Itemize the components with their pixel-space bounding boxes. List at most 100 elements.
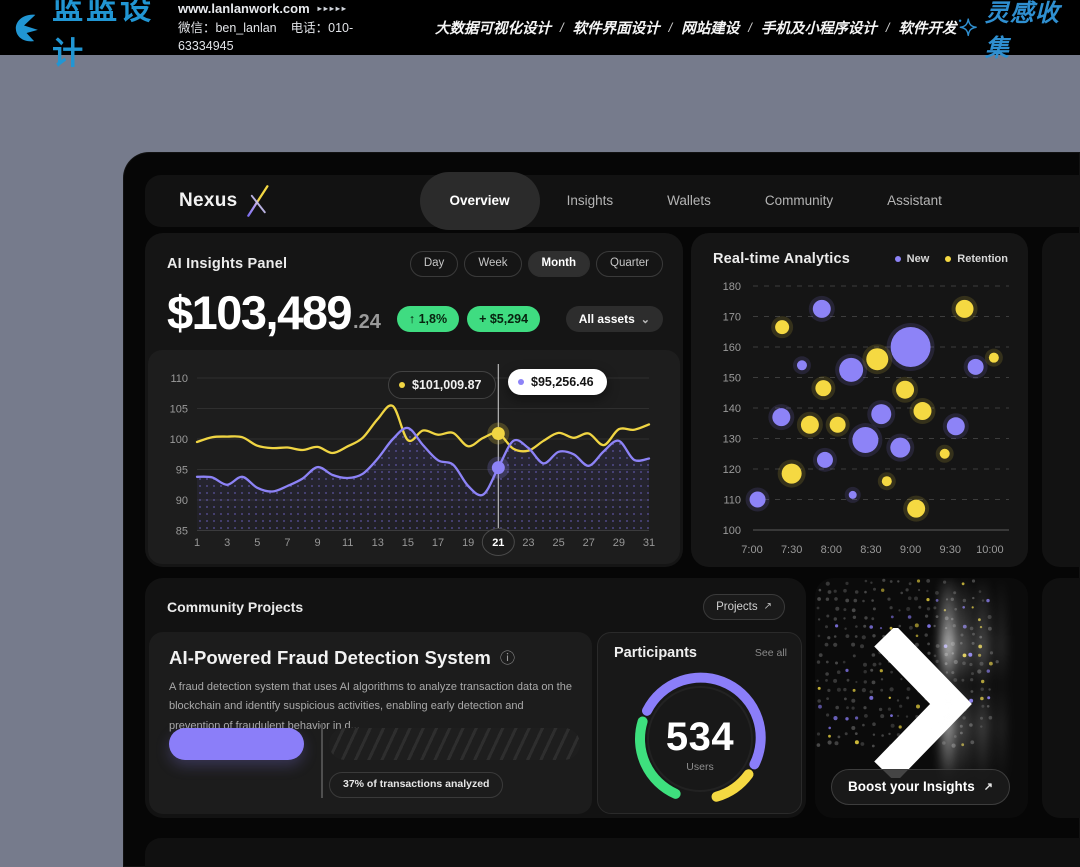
services-separator: /: [560, 20, 564, 35]
analysis-progress-bar: 37% of transactions analyzed: [169, 723, 580, 798]
chart-legend: New Retention: [894, 253, 1008, 265]
inspiration-collect[interactable]: 灵感收集: [957, 0, 1064, 63]
progress-fill: [169, 728, 304, 760]
x-axis-tick-day: 17: [432, 537, 444, 549]
lanlan-brand: 蓝蓝设计: [14, 0, 160, 73]
website-link[interactable]: www.lanlanwork.com: [177, 1, 310, 16]
clipped-panel-right-bottom: [1042, 578, 1080, 818]
period-month[interactable]: Month: [527, 251, 590, 277]
section-title: Community Projects: [167, 599, 304, 615]
panel-title: Real-time Analytics: [713, 251, 851, 267]
bubble-retention: [866, 348, 889, 371]
x-axis-tick-time: 7:30: [781, 544, 802, 556]
arrows-decoration: ▸▸▸▸▸: [317, 4, 348, 13]
participants-count: 534: [665, 715, 735, 759]
progress-divider: [321, 723, 323, 798]
service-item: 网站建设: [681, 20, 740, 37]
x-axis-tick-day: 25: [552, 537, 564, 549]
light-streak: [974, 578, 990, 783]
line-chart-container: 110 105 100 95 90 85 1 3 5 7 9 11 13 15 17 19 21 23 25 27 29…: [148, 350, 680, 564]
bubble-retention: [881, 476, 892, 487]
realtime-analytics-panel: Real-time Analytics New Retention 180 170 1…: [691, 233, 1028, 567]
change-absolute-badge: + $5,294: [467, 306, 541, 332]
participants-gauge: 534 Users: [615, 667, 785, 811]
x-axis-tick-day: 1: [194, 537, 200, 549]
community-projects-panel: Community Projects Projects ↗ AI-Powered…: [145, 578, 806, 818]
bubble-retention: [939, 448, 950, 459]
bubble-new: [816, 451, 833, 468]
balance-cents: .24: [353, 311, 381, 333]
y-axis-tick: 95: [176, 465, 188, 477]
bubble-retention: [815, 380, 832, 397]
x-axis-tick-day: 23: [522, 537, 534, 549]
wechat-id: 微信：ben_lanlan: [177, 20, 277, 35]
services-list: 大数据可视化设计 / 软件界面设计 / 网站建设 / 手机及小程序设计 / 软件开发: [435, 17, 957, 38]
boost-insights-card[interactable]: Boost your Insights ↗: [815, 578, 1028, 818]
all-assets-dropdown[interactable]: All assets ⌄: [565, 306, 663, 332]
see-all-link[interactable]: See all: [754, 647, 787, 659]
top-banner: 蓝蓝设计 www.lanlanwork.com ▸▸▸▸▸ 微信：ben_lanl…: [0, 0, 1080, 72]
tab-insights[interactable]: Insights: [566, 193, 614, 208]
bubble-retention: [781, 463, 802, 484]
fraud-detection-card: AI-Powered Fraud Detection System ⓘ A fr…: [149, 632, 592, 814]
nav-bar: Nexus Overview Insights Wallets Community As…: [145, 172, 1080, 230]
period-day[interactable]: Day: [409, 251, 459, 277]
period-quarter[interactable]: Quarter: [596, 251, 663, 277]
bubble-new: [852, 427, 879, 454]
y-axis-tick: 120: [723, 464, 741, 476]
card-title: Participants: [614, 645, 697, 661]
x-axis-tick-day: 9: [314, 537, 320, 549]
sparkle-icon: [958, 18, 977, 37]
services-separator: /: [748, 20, 752, 35]
progress-label: 37% of transactions analyzed: [329, 772, 504, 798]
y-axis-tick: 130: [723, 434, 741, 446]
contact-info: www.lanlanwork.com ▸▸▸▸▸ 微信：ben_lanlan 电话：…: [178, 0, 363, 56]
x-axis-tick-day[interactable]: 21: [492, 537, 504, 549]
service-item: 软件开发: [898, 20, 957, 37]
bubble-retention: [829, 416, 846, 433]
projects-button[interactable]: Projects ↗: [703, 594, 785, 620]
info-icon[interactable]: ⓘ: [499, 649, 515, 667]
bubble-retention: [907, 499, 926, 518]
project-title: AI-Powered Fraud Detection System: [169, 647, 491, 668]
tab-assistant[interactable]: Assistant: [887, 193, 942, 208]
tab-overview[interactable]: Overview: [419, 172, 540, 230]
x-axis-tick-day: 5: [254, 537, 260, 549]
bubble-new: [772, 408, 791, 427]
bubble-new: [871, 404, 892, 425]
period-week[interactable]: Week: [464, 251, 522, 277]
x-axis-tick-day: 31: [643, 537, 655, 549]
phone-number: 电话：010-63334945: [177, 20, 354, 54]
x-axis-tick-day: 27: [583, 537, 595, 549]
boost-insights-button[interactable]: Boost your Insights ↗: [831, 769, 1010, 805]
tab-community[interactable]: Community: [764, 193, 834, 208]
bubble-retention: [955, 299, 974, 318]
y-axis-tick: 160: [723, 342, 741, 354]
x-axis-tick-time: 7:00: [741, 544, 762, 556]
clipped-panel-right-top: [1042, 233, 1080, 567]
bubble-retention: [913, 402, 932, 421]
nav-tabs: Overview Insights Wallets Community Assistan…: [419, 172, 969, 230]
nexus-logo-text: Nexus: [179, 190, 238, 211]
panel-title: AI Insights Panel: [167, 256, 288, 272]
bubble-new: [848, 490, 857, 499]
legend-item-new: New: [894, 253, 929, 265]
tab-wallets[interactable]: Wallets: [667, 193, 711, 208]
x-axis-tick-time: 8:30: [860, 544, 881, 556]
y-axis-tick: 110: [170, 373, 188, 385]
x-axis-tick-time: 9:00: [900, 544, 921, 556]
bubble-new: [946, 417, 965, 436]
tooltip-purple: $95,256.46: [508, 369, 607, 395]
bubble-new: [812, 299, 831, 318]
arrow-up-right-icon: ↗: [763, 601, 772, 612]
x-axis-tick-day: 11: [342, 537, 353, 549]
x-axis-tick-day: 15: [402, 537, 414, 549]
light-streak: [960, 578, 969, 783]
bubble-retention: [988, 352, 999, 363]
service-item: 大数据可视化设计: [435, 20, 552, 37]
light-streak: [941, 578, 956, 783]
y-axis-tick: 100: [723, 525, 741, 537]
y-axis-tick: 100: [170, 434, 188, 446]
